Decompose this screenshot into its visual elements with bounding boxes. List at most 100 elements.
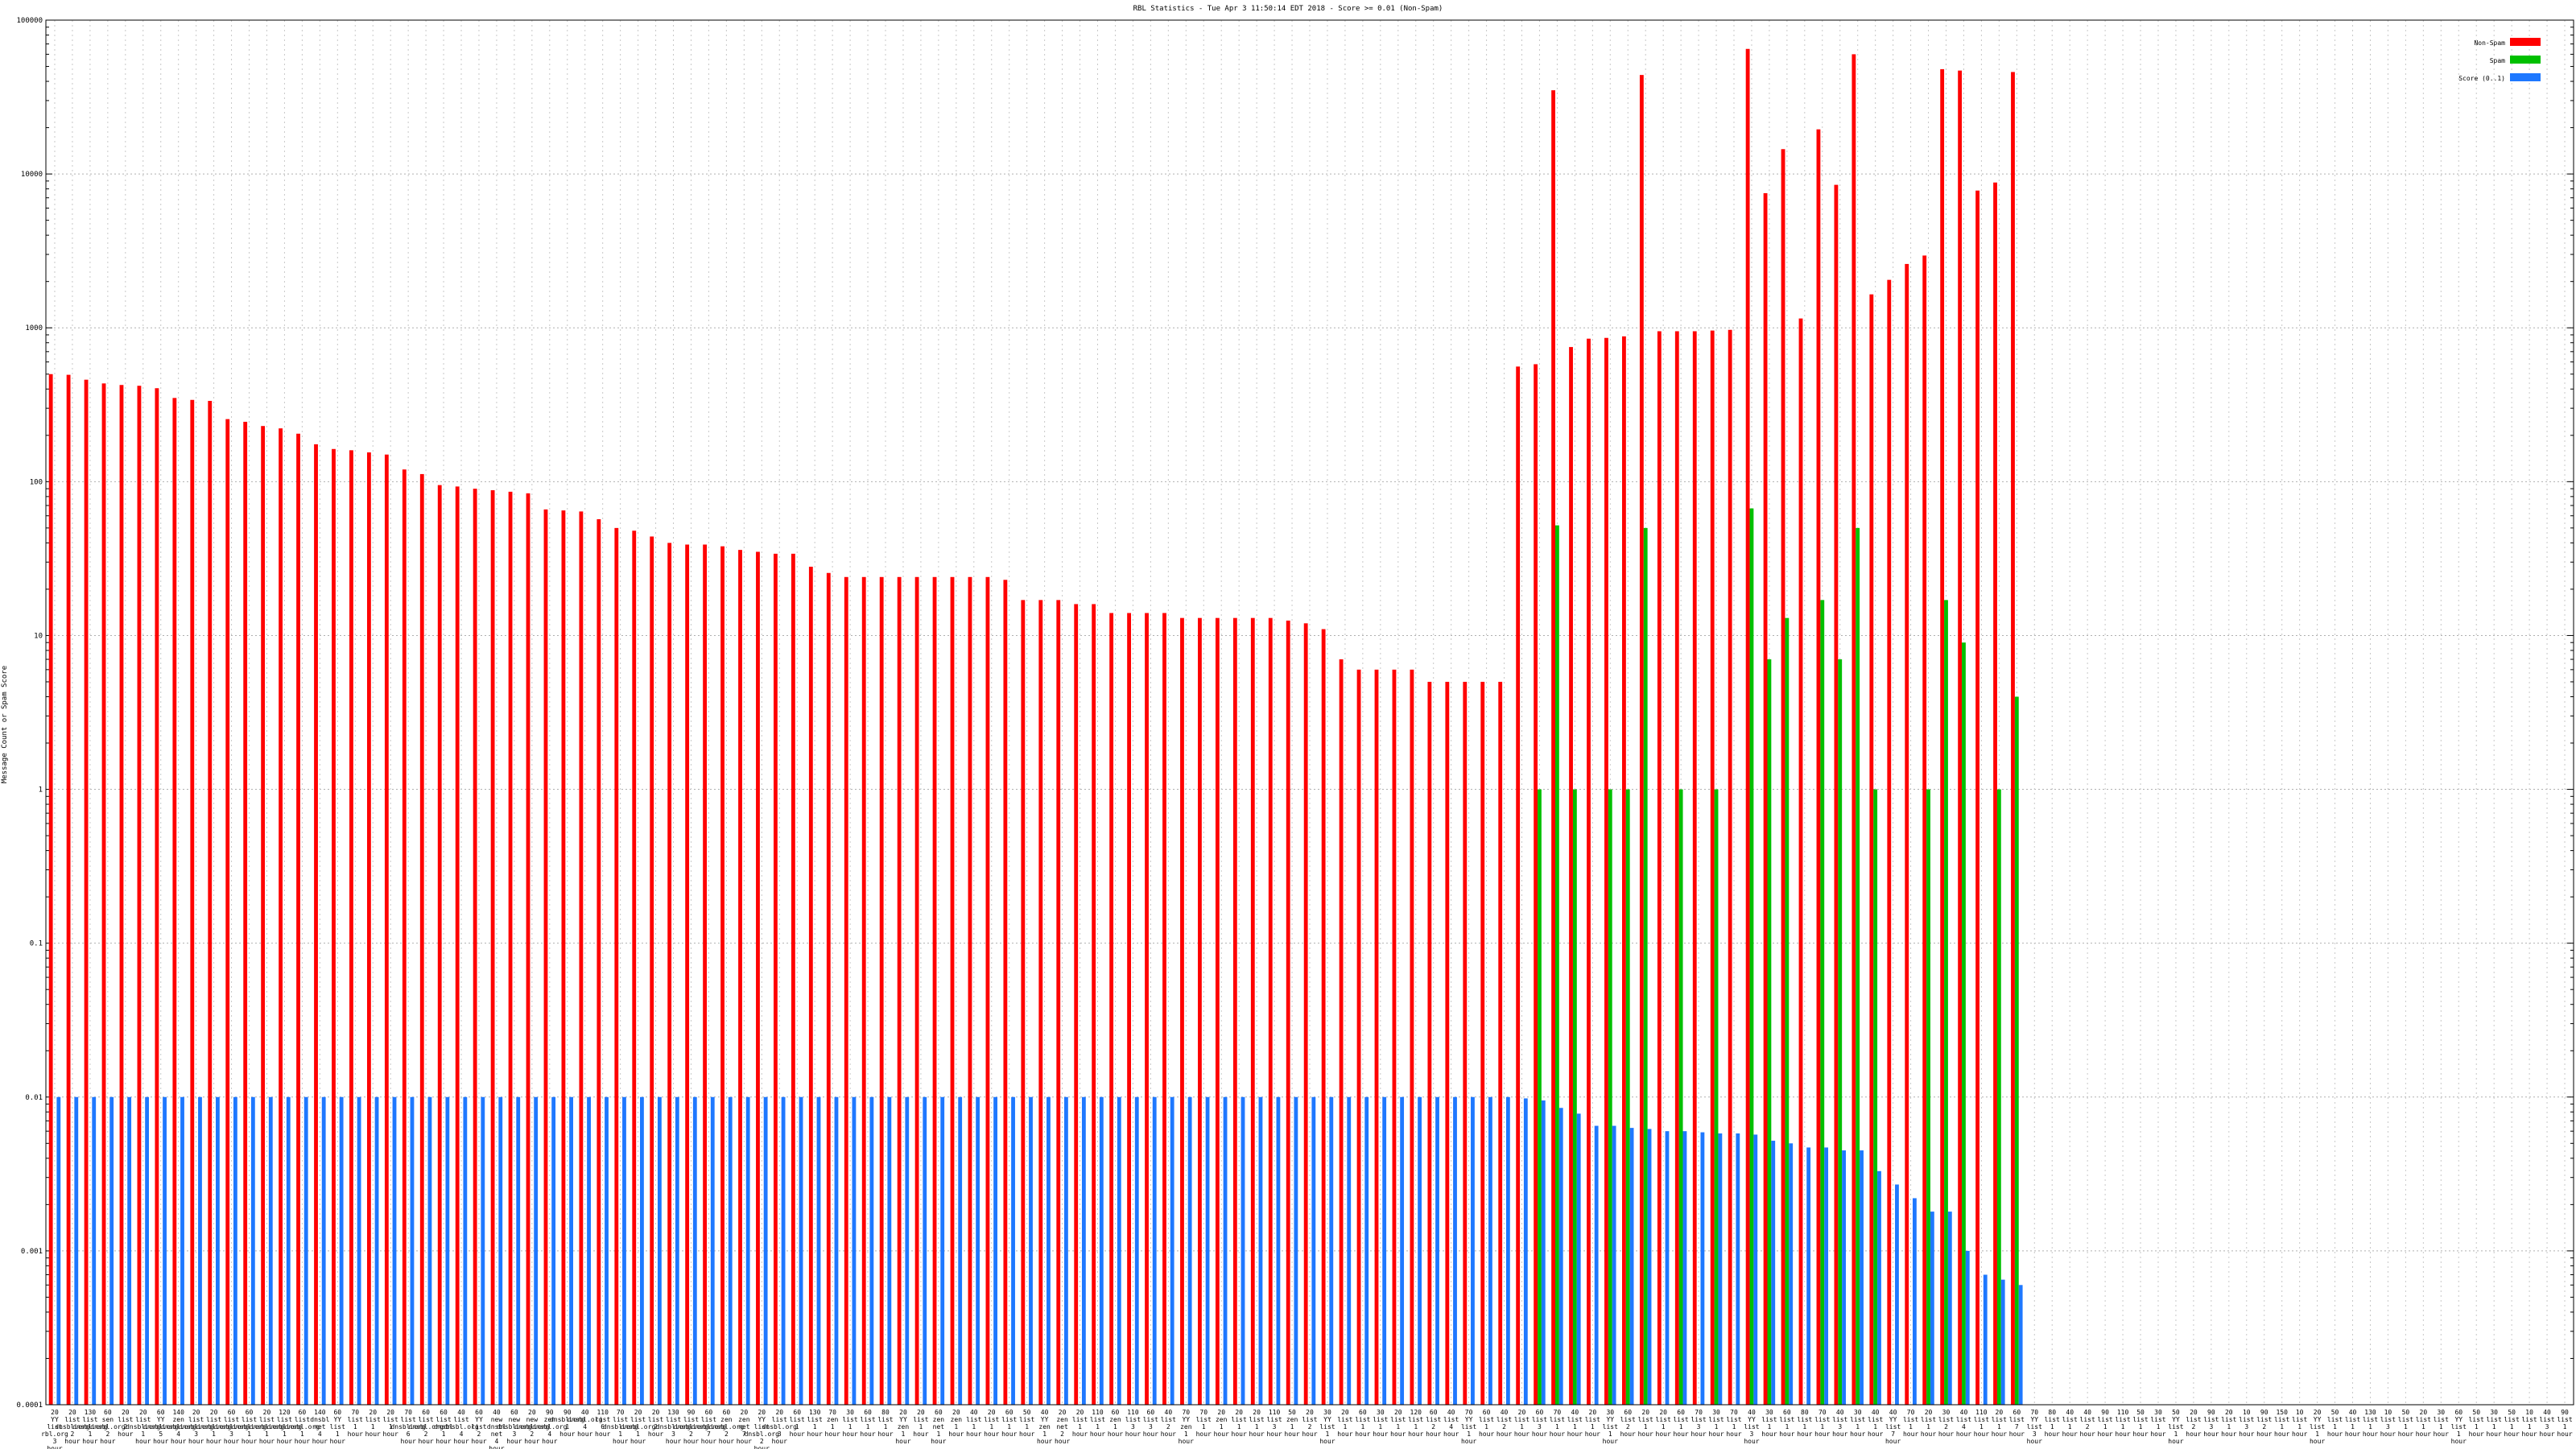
bar-score-0-1- (1860, 1150, 1864, 1405)
x-tick-label: 40 list 4 hour (1443, 1409, 1459, 1438)
x-tick-label: 30 list 1 hour (1373, 1409, 1388, 1438)
bar-spam (1608, 789, 1612, 1405)
bar-score-0-1- (976, 1096, 980, 1405)
bar-score-0-1- (1064, 1096, 1068, 1405)
x-tick-label: 20 list 2 hour (2186, 1409, 2201, 1438)
bar-score-0-1- (1877, 1170, 1881, 1405)
x-tick-label: 40 list 1 hour (966, 1409, 981, 1438)
bar-non-spam (1162, 613, 1166, 1405)
bar-non-spam (703, 544, 708, 1406)
bar-score-0-1- (1152, 1096, 1157, 1405)
x-tick-label: 20 YY list rbl.org 3 hour (41, 1409, 68, 1449)
bar-score-0-1- (1400, 1096, 1405, 1405)
x-tick-label: 20 list 1 hour (2221, 1409, 2236, 1438)
bar-score-0-1- (923, 1096, 927, 1405)
bar-non-spam (879, 576, 884, 1405)
bar-non-spam (437, 485, 442, 1405)
x-tick-label: 60 zen 1 hour (1108, 1409, 1123, 1438)
bar-score-0-1- (905, 1096, 910, 1405)
bar-non-spam (1127, 613, 1132, 1405)
bar-non-spam (48, 374, 53, 1405)
bar-score-0-1- (1771, 1141, 1776, 1405)
bar-non-spam (791, 553, 795, 1405)
bar-non-spam (543, 509, 548, 1405)
bar-spam (1643, 527, 1648, 1405)
bar-score-0-1- (569, 1096, 574, 1405)
x-tick-label: 20 list 1 hour (1656, 1409, 1671, 1438)
bar-score-0-1- (163, 1096, 167, 1405)
x-tick-label: 90 dnsbl.org 1 hour (550, 1409, 585, 1438)
bar-spam (1856, 527, 1860, 1405)
x-tick-label: 70 list 1 hour (1903, 1409, 1918, 1438)
x-tick-label: 10 list 3 hour (2239, 1409, 2254, 1438)
bar-score-0-1- (498, 1096, 503, 1405)
x-tick-label: 130 list 1 hour (807, 1409, 823, 1438)
x-tick-label: 60 sen dnsbl.org 2 hour (90, 1409, 126, 1445)
bar-non-spam (826, 572, 831, 1405)
bar-score-0-1- (303, 1096, 308, 1405)
bar-score-0-1- (1576, 1113, 1581, 1405)
x-tick-label: 10 list 1 hour (2292, 1409, 2307, 1438)
x-tick-label: 70 list 3 hour (1690, 1409, 1706, 1438)
bar-non-spam (1003, 580, 1008, 1405)
bar-spam (1625, 789, 1630, 1405)
bar-score-0-1- (1629, 1128, 1634, 1405)
bar-non-spam (632, 530, 637, 1405)
bar-spam (1962, 642, 1966, 1405)
y-tick-label: 0.1 (30, 940, 43, 948)
x-tick-label: 60 list 1 hour (790, 1409, 805, 1438)
x-tick-label: 60 list dnsbl.org 3 hour (214, 1409, 250, 1445)
bar-spam (1572, 789, 1577, 1405)
x-tick-label: 130 list dnsbl.org 1 hour (72, 1409, 108, 1445)
x-tick-label: 70 list 1 hour (1726, 1409, 1741, 1438)
bar-non-spam (508, 491, 513, 1406)
bar-non-spam (1816, 129, 1821, 1406)
y-tick-label: 0.01 (25, 1094, 43, 1102)
bar-score-0-1- (816, 1096, 821, 1405)
bar-score-0-1- (1435, 1096, 1439, 1405)
bar-spam (1538, 789, 1542, 1405)
bar-non-spam (1198, 617, 1202, 1405)
bar-non-spam (137, 386, 142, 1405)
x-tick-label: 90 list 1 hour (2097, 1409, 2112, 1438)
bar-non-spam (1852, 54, 1856, 1406)
bar-non-spam (296, 433, 300, 1406)
x-tick-label: 40 list dnsbl.org 4 hour (444, 1409, 479, 1445)
legend-swatch (2510, 56, 2541, 64)
bar-score-0-1- (463, 1096, 468, 1405)
bar-score-0-1- (1364, 1096, 1369, 1405)
x-tick-label: 40 list 2 hour (1496, 1409, 1512, 1438)
bar-score-0-1- (1205, 1096, 1210, 1405)
x-tick-label: 60 list 1 hour (860, 1409, 875, 1438)
bar-score-0-1- (1418, 1096, 1422, 1405)
x-tick-label: 140 dnsbl net 4 hour (310, 1409, 329, 1445)
x-tick-label: 20 YY list dnsbl.org 2 hour (745, 1409, 780, 1449)
bar-spam (1926, 789, 1930, 1405)
bar-non-spam (1109, 613, 1114, 1405)
x-tick-label: 20 list 1 hour (1638, 1409, 1653, 1438)
bar-spam (1996, 789, 2001, 1405)
bar-score-0-1- (869, 1096, 874, 1405)
bar-score-0-1- (728, 1096, 733, 1405)
x-tick-label: 50 list 1 hour (2504, 1409, 2520, 1438)
x-tick-label: 20 zen net 7 hour (737, 1409, 752, 1445)
x-tick-label: 90 list 1 hour (2557, 1409, 2572, 1438)
bar-spam (1838, 659, 1843, 1405)
bar-score-0-1- (1276, 1096, 1281, 1405)
x-tick-label: 90 list dnsbl.org 2 hour (674, 1409, 709, 1445)
bar-non-spam (1834, 184, 1839, 1405)
x-tick-label: 10 list 1 hour (2521, 1409, 2537, 1438)
bar-spam (1785, 617, 1790, 1405)
bar-score-0-1- (745, 1096, 750, 1405)
bar-non-spam (1303, 623, 1308, 1405)
bar-score-0-1- (1505, 1096, 1510, 1405)
bar-non-spam (1781, 149, 1785, 1406)
bar-score-0-1- (1099, 1096, 1104, 1405)
bar-non-spam (1232, 617, 1237, 1405)
x-tick-label: 140 zen dnsbl.org 4 hour (161, 1409, 196, 1445)
bar-non-spam (119, 385, 124, 1406)
x-tick-label: 20 list 1 hour (1390, 1409, 1406, 1438)
x-tick-label: 40 list 1 hour (2062, 1409, 2078, 1438)
x-tick-label: 80 list 1 hour (1797, 1409, 1812, 1438)
x-tick-label: 20 list dnsbl.org 1 hour (250, 1409, 285, 1445)
